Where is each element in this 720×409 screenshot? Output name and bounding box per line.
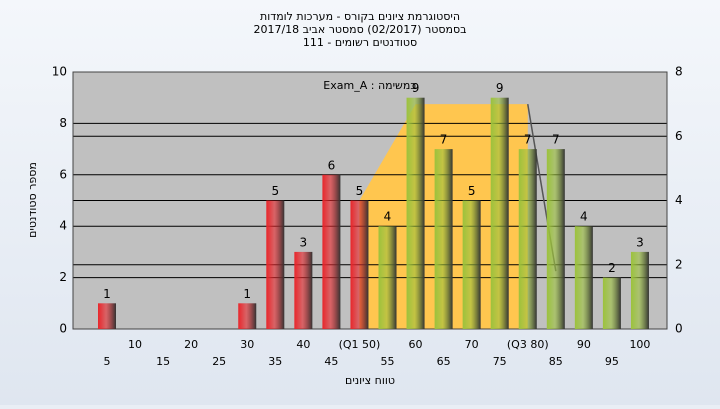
x-tick-label: 5 [104, 355, 111, 368]
plot-border [72, 71, 668, 330]
data-label: 7 [524, 133, 532, 147]
data-label: 7 [552, 133, 560, 147]
y-tick-label: 4 [59, 219, 67, 233]
x-tick-label: 95 [605, 355, 619, 368]
data-label: 2 [608, 261, 616, 275]
bar [238, 303, 257, 329]
y2-tick-label: 6 [675, 129, 683, 143]
chart-title: היסטוגרמת ציונים בקורס - מערכות לומדות [260, 10, 460, 23]
x-tick-label: 85 [549, 355, 563, 368]
data-label: 4 [580, 210, 588, 224]
y2-tick-label: 4 [675, 193, 683, 207]
bar [574, 226, 593, 329]
chart-subtitle: סטודנטים רשומים - 111 [303, 36, 417, 49]
data-label: 5 [356, 184, 364, 198]
x-tick-label: 55 [381, 355, 395, 368]
x-tick-label: 15 [156, 355, 170, 368]
x-axis-label: טווח ציונים [345, 374, 395, 387]
data-label: 9 [412, 81, 420, 95]
bar [462, 200, 481, 329]
data-label: 9 [496, 81, 504, 95]
y2-tick-label: 0 [675, 322, 683, 336]
bar [98, 303, 116, 329]
bar [406, 97, 425, 329]
x-tick-label: 100 [629, 338, 650, 351]
x-tick-label: 30 [240, 338, 254, 351]
x-tick-label: 75 [493, 355, 507, 368]
y-axis-label: מספר סטודנטים [26, 162, 39, 238]
y-tick-label: 6 [59, 167, 67, 181]
x-tick-label: 40 [296, 338, 310, 351]
bar [490, 97, 509, 329]
data-label: 1 [243, 287, 251, 301]
x-tick-label: 90 [577, 338, 591, 351]
data-label: 6 [328, 158, 336, 172]
data-label: 3 [300, 235, 308, 249]
data-label: 4 [384, 210, 392, 224]
bar [518, 149, 537, 329]
data-label: 1 [103, 287, 111, 301]
x-tick-label: 25 [212, 355, 226, 368]
x-tick-label: 10 [128, 338, 142, 351]
bar [546, 149, 565, 329]
data-label: 7 [440, 133, 448, 147]
y2-tick-label: 2 [675, 257, 683, 271]
data-label: 5 [271, 184, 279, 198]
x-tick-label: 35 [268, 355, 282, 368]
bar [630, 251, 649, 329]
y-tick-label: 8 [59, 116, 67, 130]
annotation: Exam_A : במשימה [323, 79, 416, 92]
x-tick-label: 45 [324, 355, 338, 368]
bar [266, 200, 285, 329]
data-label: 3 [636, 235, 644, 249]
y-tick-label: 10 [52, 65, 67, 79]
x-tick-label: (Q3 80) [507, 338, 549, 351]
y2-tick-label: 8 [675, 65, 683, 79]
bar [434, 149, 453, 329]
x-tick-label: 60 [409, 338, 423, 351]
x-tick-label: 70 [465, 338, 479, 351]
bar [322, 174, 341, 329]
bar [378, 226, 397, 329]
x-tick-label: (Q1 50) [339, 338, 381, 351]
x-tick-label: 20 [184, 338, 198, 351]
y-tick-label: 2 [59, 270, 67, 284]
y-tick-label: 0 [59, 322, 67, 336]
bar [350, 200, 369, 329]
chart-subtitle: בסמסטר (02/2017) סמסטר אביב 2017/18 [253, 23, 466, 36]
x-tick-label: 65 [437, 355, 451, 368]
bar [602, 277, 621, 329]
data-label: 5 [468, 184, 476, 198]
bar [294, 251, 313, 329]
